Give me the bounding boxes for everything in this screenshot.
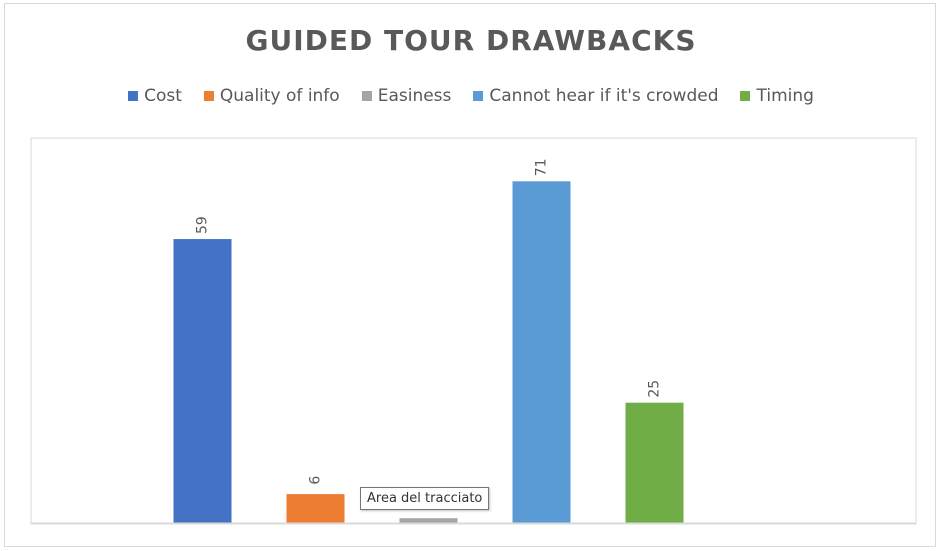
bar-cost[interactable] bbox=[173, 239, 232, 523]
legend-swatch-timing bbox=[740, 91, 751, 101]
legend-swatch-quality-of-info bbox=[203, 91, 214, 101]
bar-cannot-hear[interactable] bbox=[512, 181, 571, 523]
legend-label-cost: Cost bbox=[144, 86, 182, 106]
data-label-cannot-hear: 71 bbox=[534, 158, 550, 176]
legend-swatch-cost bbox=[128, 91, 139, 101]
bar-quality-of-info[interactable] bbox=[286, 494, 345, 523]
legend-swatch-cannot-hear bbox=[473, 91, 484, 101]
chart-title: GUIDED TOUR DRAWBACKS bbox=[245, 24, 697, 57]
plot-area-border bbox=[30, 137, 917, 525]
legend-item-quality-of-info: Quality of info bbox=[203, 86, 340, 106]
data-label-quality-of-info: 6 bbox=[308, 476, 324, 485]
legend-item-cannot-hear: Cannot hear if it's crowded bbox=[473, 86, 718, 106]
legend-label-cannot-hear: Cannot hear if it's crowded bbox=[489, 86, 719, 106]
legend-label-quality-of-info: Quality of info bbox=[219, 86, 340, 106]
tooltip: Area del tracciato bbox=[360, 487, 490, 510]
data-label-cost: 59 bbox=[195, 216, 211, 234]
legend-item-cost: Cost bbox=[128, 86, 182, 106]
bar-easiness[interactable] bbox=[399, 518, 458, 523]
data-label-timing: 25 bbox=[647, 380, 663, 398]
bars-group: 59 6 71 25 bbox=[173, 158, 684, 523]
bar-timing[interactable] bbox=[625, 402, 684, 523]
chart-frame bbox=[4, 3, 936, 547]
legend-item-easiness: Easiness bbox=[361, 86, 452, 106]
legend: Cost Quality of info Easiness Cannot hea… bbox=[0, 86, 942, 106]
legend-label-timing: Timing bbox=[756, 86, 814, 106]
legend-swatch-easiness bbox=[361, 91, 372, 101]
legend-item-timing: Timing bbox=[740, 86, 814, 106]
legend-label-easiness: Easiness bbox=[377, 86, 452, 106]
